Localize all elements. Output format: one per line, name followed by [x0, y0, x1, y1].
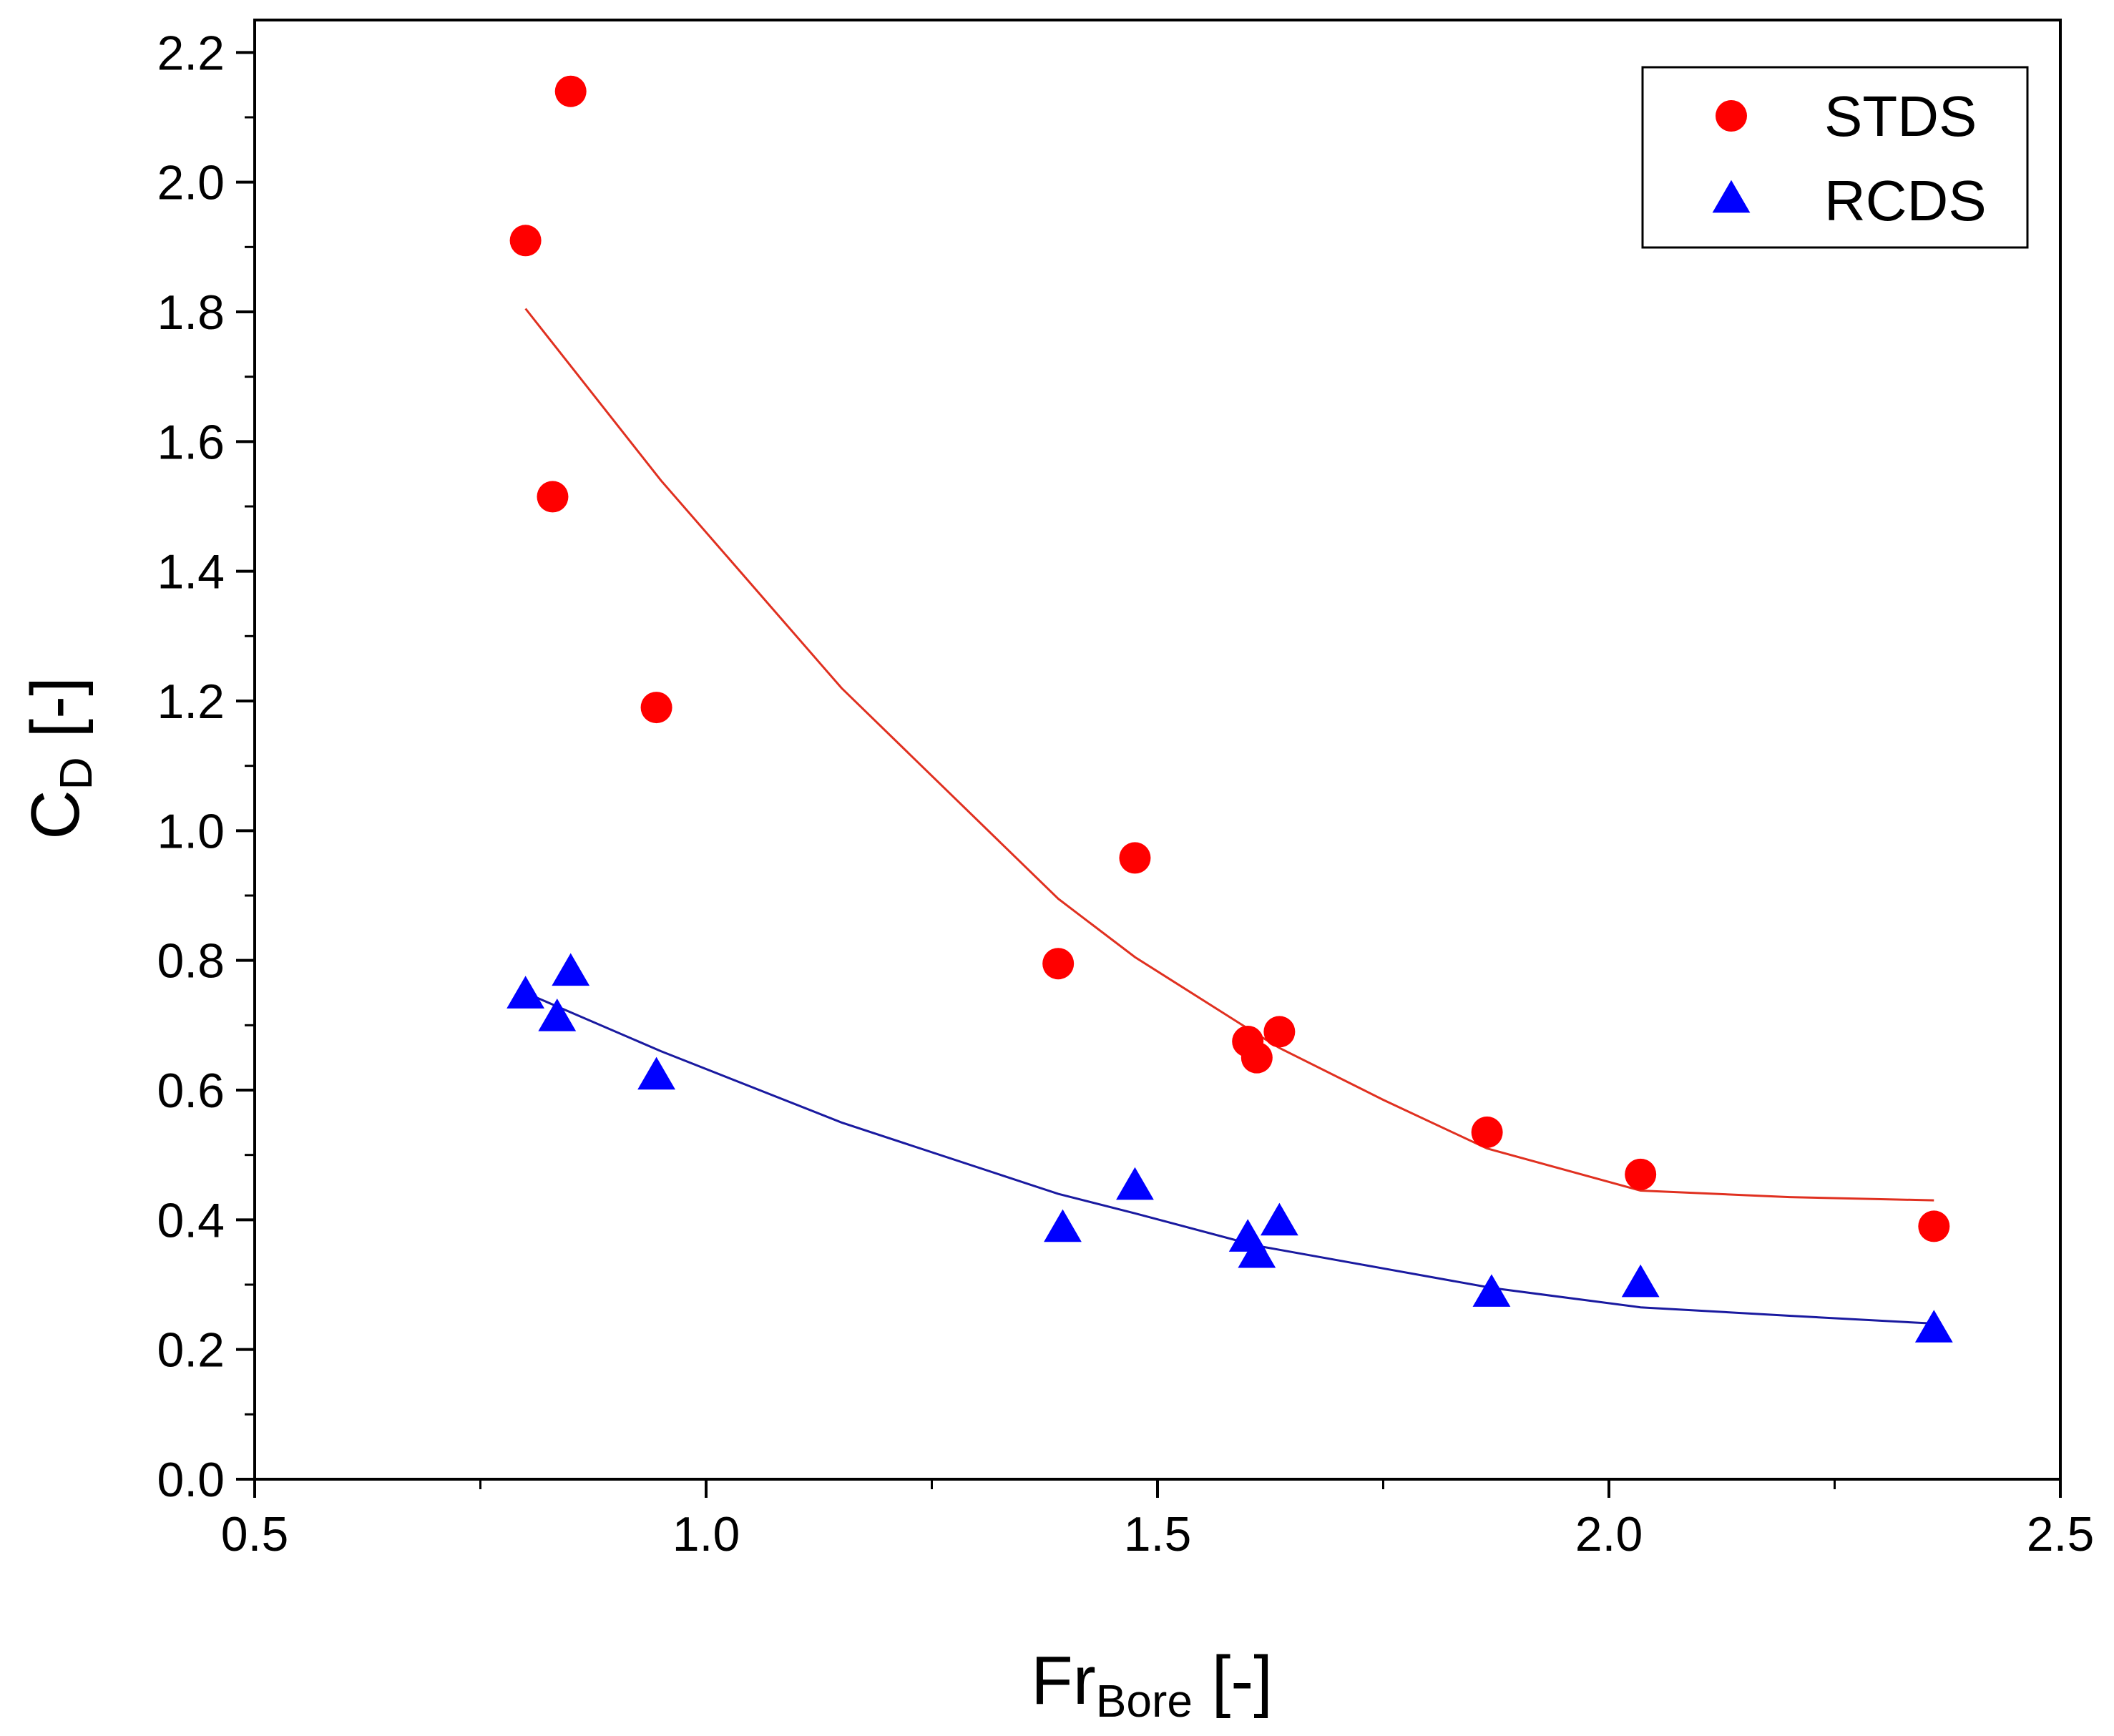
point-stds: [1625, 1158, 1657, 1190]
point-rcds: [1116, 1167, 1154, 1200]
legend-label-stds: STDS: [1824, 84, 1977, 148]
point-rcds: [538, 998, 577, 1031]
legend-label-rcds: RCDS: [1824, 169, 1987, 232]
legend-marker-stds: [1716, 100, 1747, 132]
point-stds: [509, 225, 542, 257]
fit-line-stds: [524, 308, 1934, 1202]
x-tick-label: 2.5: [2027, 1507, 2095, 1561]
point-rcds: [1238, 1235, 1276, 1268]
x-tick-label: 2.0: [1575, 1507, 1643, 1561]
x-axis-title-unit: [-]: [1193, 1642, 1273, 1719]
fit-lines: [524, 308, 1934, 1325]
y-tick-label: 1.0: [157, 804, 225, 858]
point-stds: [1471, 1116, 1503, 1148]
y-axis-title-unit: [-]: [17, 677, 94, 757]
point-rcds: [1621, 1264, 1660, 1298]
y-tick-label: 0.0: [157, 1453, 225, 1507]
point-stds: [1263, 1016, 1296, 1048]
y-tick-label: 2.0: [157, 156, 225, 210]
y-tick-label: 1.8: [157, 285, 225, 340]
point-stds: [554, 75, 587, 107]
point-rcds: [1914, 1310, 1953, 1343]
y-tick-label: 2.2: [157, 26, 225, 80]
x-tick-label: 0.5: [221, 1507, 289, 1561]
y-tick-label: 0.2: [157, 1323, 225, 1378]
axis-titles: FrBore [-] CD [-]: [17, 677, 1273, 1727]
y-tick-label: 0.8: [157, 934, 225, 989]
point-stds: [640, 692, 672, 724]
legend-box: [1641, 66, 2029, 249]
x-axis-title-main: Fr: [1031, 1642, 1096, 1719]
y-tick-label: 0.4: [157, 1193, 225, 1247]
fit-line-rcds: [525, 991, 1934, 1325]
point-rcds: [1044, 1209, 1082, 1242]
x-axis-title-sub: Bore: [1096, 1675, 1193, 1727]
plot-axes: 0.5 1.0 1.5 2.0 2.5 0.0 0.2 0.4 0.6 0.8 1.0 1.2 1.4 1…: [157, 19, 2095, 1561]
y-tick-label: 1.2: [157, 675, 225, 729]
y-tick-label: 1.6: [157, 415, 225, 469]
point-stds: [1918, 1210, 1950, 1242]
y-tick-label: 1.4: [157, 545, 225, 599]
data-markers: [507, 75, 1953, 1343]
point-rcds: [1472, 1274, 1511, 1307]
y-axis-title-sub: D: [50, 757, 102, 790]
y-axis-title: CD [-]: [17, 677, 102, 840]
point-rcds: [1260, 1202, 1298, 1236]
y-tick-label: 0.6: [157, 1064, 225, 1118]
x-tick-label: 1.5: [1124, 1507, 1192, 1561]
point-rcds: [637, 1056, 675, 1090]
x-tick-label: 1.0: [672, 1507, 740, 1561]
y-axis-title-main: C: [17, 790, 94, 839]
point-stds: [1240, 1041, 1273, 1074]
point-stds: [537, 481, 569, 513]
point-stds: [1042, 948, 1075, 980]
legend: STDS RCDS: [1641, 66, 2029, 249]
legend-marker-rcds: [1712, 180, 1751, 213]
x-axis-title: FrBore [-]: [1031, 1642, 1273, 1727]
point-rcds: [552, 953, 590, 986]
point-stds: [1119, 842, 1151, 874]
point-rcds: [507, 976, 544, 1009]
